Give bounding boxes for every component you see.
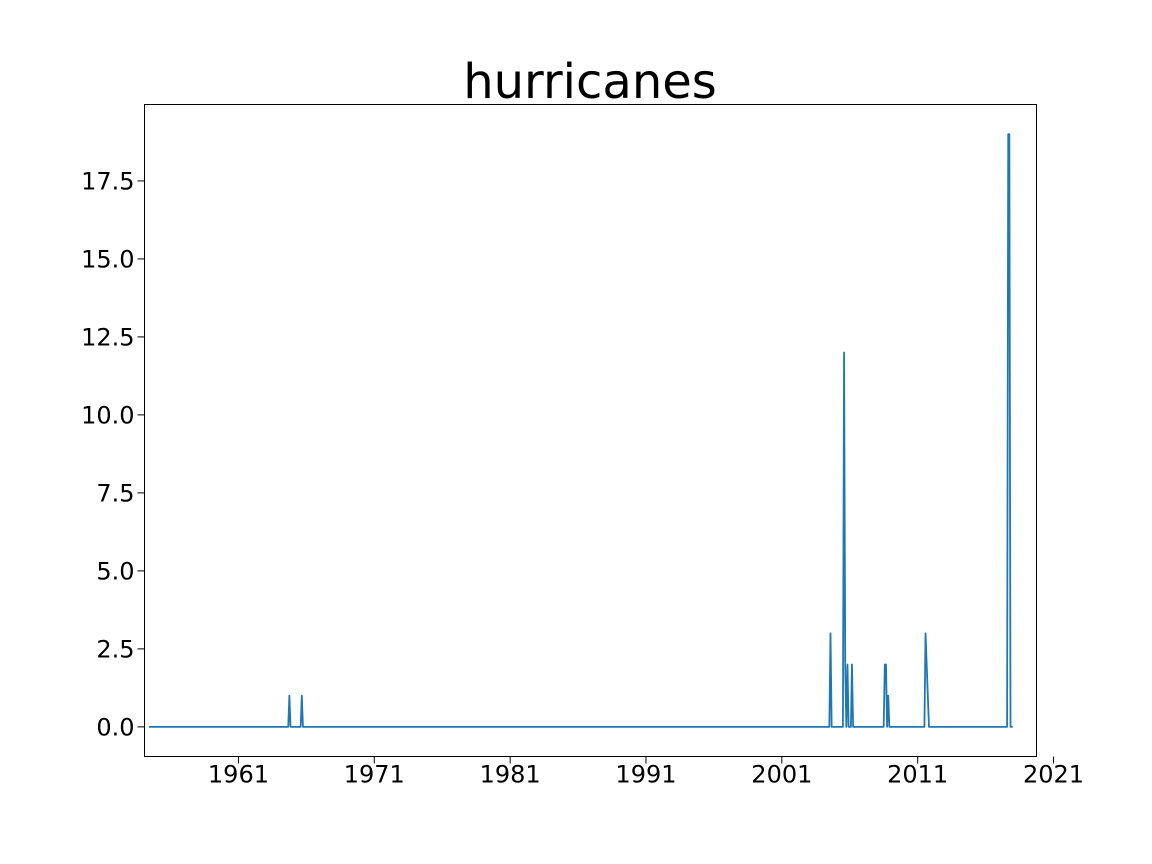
x-tick-label: 1961 — [208, 761, 269, 789]
y-tick-label: 7.5 — [96, 479, 134, 507]
y-tick-label: 12.5 — [81, 323, 134, 351]
x-tick-label: 1991 — [615, 761, 676, 789]
y-tick-label: 10.0 — [81, 401, 134, 429]
y-tick-label: 15.0 — [81, 245, 134, 273]
plot-area: 0.0 2.5 5.0 7.5 10.0 12.5 15.0 17.5 1961 1971 198… — [81, 104, 1084, 789]
y-tick-label: 0.0 — [96, 713, 134, 741]
x-tick-label: 1981 — [480, 761, 541, 789]
x-tick-label: 2021 — [1023, 761, 1084, 789]
x-axis: 1961 1971 1981 1991 2001 2011 2021 — [208, 756, 1084, 789]
axes-frame — [144, 104, 1037, 757]
series-layer — [148, 133, 1013, 728]
series-line — [148, 133, 1013, 728]
y-tick-label: 2.5 — [96, 635, 134, 663]
x-tick-label: 2001 — [751, 761, 812, 789]
y-tick-label: 17.5 — [81, 167, 134, 195]
x-tick-label: 1971 — [344, 761, 405, 789]
y-axis: 0.0 2.5 5.0 7.5 10.0 12.5 15.0 17.5 — [81, 167, 145, 741]
y-tick-label: 5.0 — [96, 557, 134, 585]
x-tick-label: 2011 — [887, 761, 948, 789]
chart-title: hurricanes — [463, 54, 717, 110]
